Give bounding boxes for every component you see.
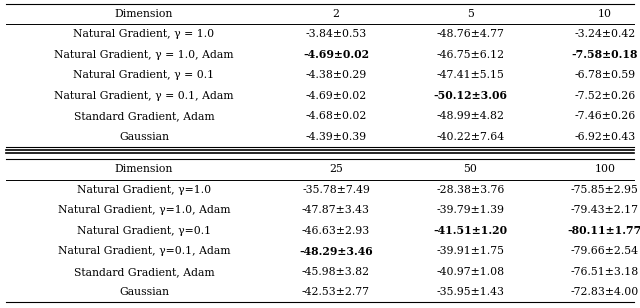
- Text: 100: 100: [595, 164, 615, 174]
- Text: Standard Gradient, Adam: Standard Gradient, Adam: [74, 267, 214, 277]
- Text: Gaussian: Gaussian: [119, 132, 169, 142]
- Text: -45.98±3.82: -45.98±3.82: [302, 267, 370, 277]
- Text: -47.87±3.43: -47.87±3.43: [302, 205, 370, 215]
- Text: Natural Gradient, γ=0.1, Adam: Natural Gradient, γ=0.1, Adam: [58, 246, 230, 256]
- Text: -28.38±3.76: -28.38±3.76: [436, 185, 504, 195]
- Text: -4.39±0.39: -4.39±0.39: [305, 132, 367, 142]
- Text: Natural Gradient, γ=1.0, Adam: Natural Gradient, γ=1.0, Adam: [58, 205, 230, 215]
- Text: 25: 25: [329, 164, 343, 174]
- Text: 50: 50: [463, 164, 477, 174]
- Text: -4.69±0.02: -4.69±0.02: [305, 91, 367, 101]
- Text: -40.22±7.64: -40.22±7.64: [436, 132, 504, 142]
- Text: -35.95±1.43: -35.95±1.43: [436, 287, 504, 297]
- Text: -4.69±0.02: -4.69±0.02: [303, 49, 369, 60]
- Text: -39.91±1.75: -39.91±1.75: [436, 246, 504, 256]
- Text: -6.78±0.59: -6.78±0.59: [574, 70, 636, 80]
- Text: -72.83±4.00: -72.83±4.00: [571, 287, 639, 297]
- Text: -46.63±2.93: -46.63±2.93: [302, 226, 370, 236]
- Text: Dimension: Dimension: [115, 9, 173, 19]
- Text: -79.66±2.54: -79.66±2.54: [571, 246, 639, 256]
- Text: -7.52±0.26: -7.52±0.26: [574, 91, 636, 101]
- Text: -48.76±4.77: -48.76±4.77: [436, 29, 504, 39]
- Text: -76.51±3.18: -76.51±3.18: [571, 267, 639, 277]
- Text: -6.92±0.43: -6.92±0.43: [574, 132, 636, 142]
- Text: -3.84±0.53: -3.84±0.53: [305, 29, 367, 39]
- Text: Natural Gradient, γ=0.1: Natural Gradient, γ=0.1: [77, 226, 211, 236]
- Text: -4.38±0.29: -4.38±0.29: [305, 70, 367, 80]
- Text: -7.46±0.26: -7.46±0.26: [574, 111, 636, 121]
- Text: -48.29±3.46: -48.29±3.46: [299, 246, 373, 257]
- Text: Natural Gradient, γ = 0.1, Adam: Natural Gradient, γ = 0.1, Adam: [54, 91, 234, 101]
- Text: 5: 5: [467, 9, 474, 19]
- Text: -48.99±4.82: -48.99±4.82: [436, 111, 504, 121]
- Text: -40.97±1.08: -40.97±1.08: [436, 267, 504, 277]
- Text: Dimension: Dimension: [115, 164, 173, 174]
- Text: 2: 2: [333, 9, 339, 19]
- Text: Natural Gradient, γ = 1.0, Adam: Natural Gradient, γ = 1.0, Adam: [54, 50, 234, 60]
- Text: -42.53±2.77: -42.53±2.77: [302, 287, 370, 297]
- Text: -39.79±1.39: -39.79±1.39: [436, 205, 504, 215]
- Text: -35.78±7.49: -35.78±7.49: [302, 185, 370, 195]
- Text: -79.43±2.17: -79.43±2.17: [571, 205, 639, 215]
- Text: -7.58±0.18: -7.58±0.18: [572, 49, 638, 60]
- Text: Gaussian: Gaussian: [119, 287, 169, 297]
- Text: -50.12±3.06: -50.12±3.06: [433, 90, 508, 101]
- Text: -75.85±2.95: -75.85±2.95: [571, 185, 639, 195]
- Text: -47.41±5.15: -47.41±5.15: [436, 70, 504, 80]
- Text: 10: 10: [598, 9, 612, 19]
- Text: -80.11±1.77: -80.11±1.77: [568, 225, 640, 236]
- Text: Natural Gradient, γ=1.0: Natural Gradient, γ=1.0: [77, 185, 211, 195]
- Text: Natural Gradient, γ = 0.1: Natural Gradient, γ = 0.1: [74, 70, 214, 80]
- Text: -4.68±0.02: -4.68±0.02: [305, 111, 367, 121]
- Text: Standard Gradient, Adam: Standard Gradient, Adam: [74, 111, 214, 121]
- Text: -46.75±6.12: -46.75±6.12: [436, 50, 504, 60]
- Text: -41.51±1.20: -41.51±1.20: [433, 225, 508, 236]
- Text: -3.24±0.42: -3.24±0.42: [574, 29, 636, 39]
- Text: Natural Gradient, γ = 1.0: Natural Gradient, γ = 1.0: [74, 29, 214, 39]
